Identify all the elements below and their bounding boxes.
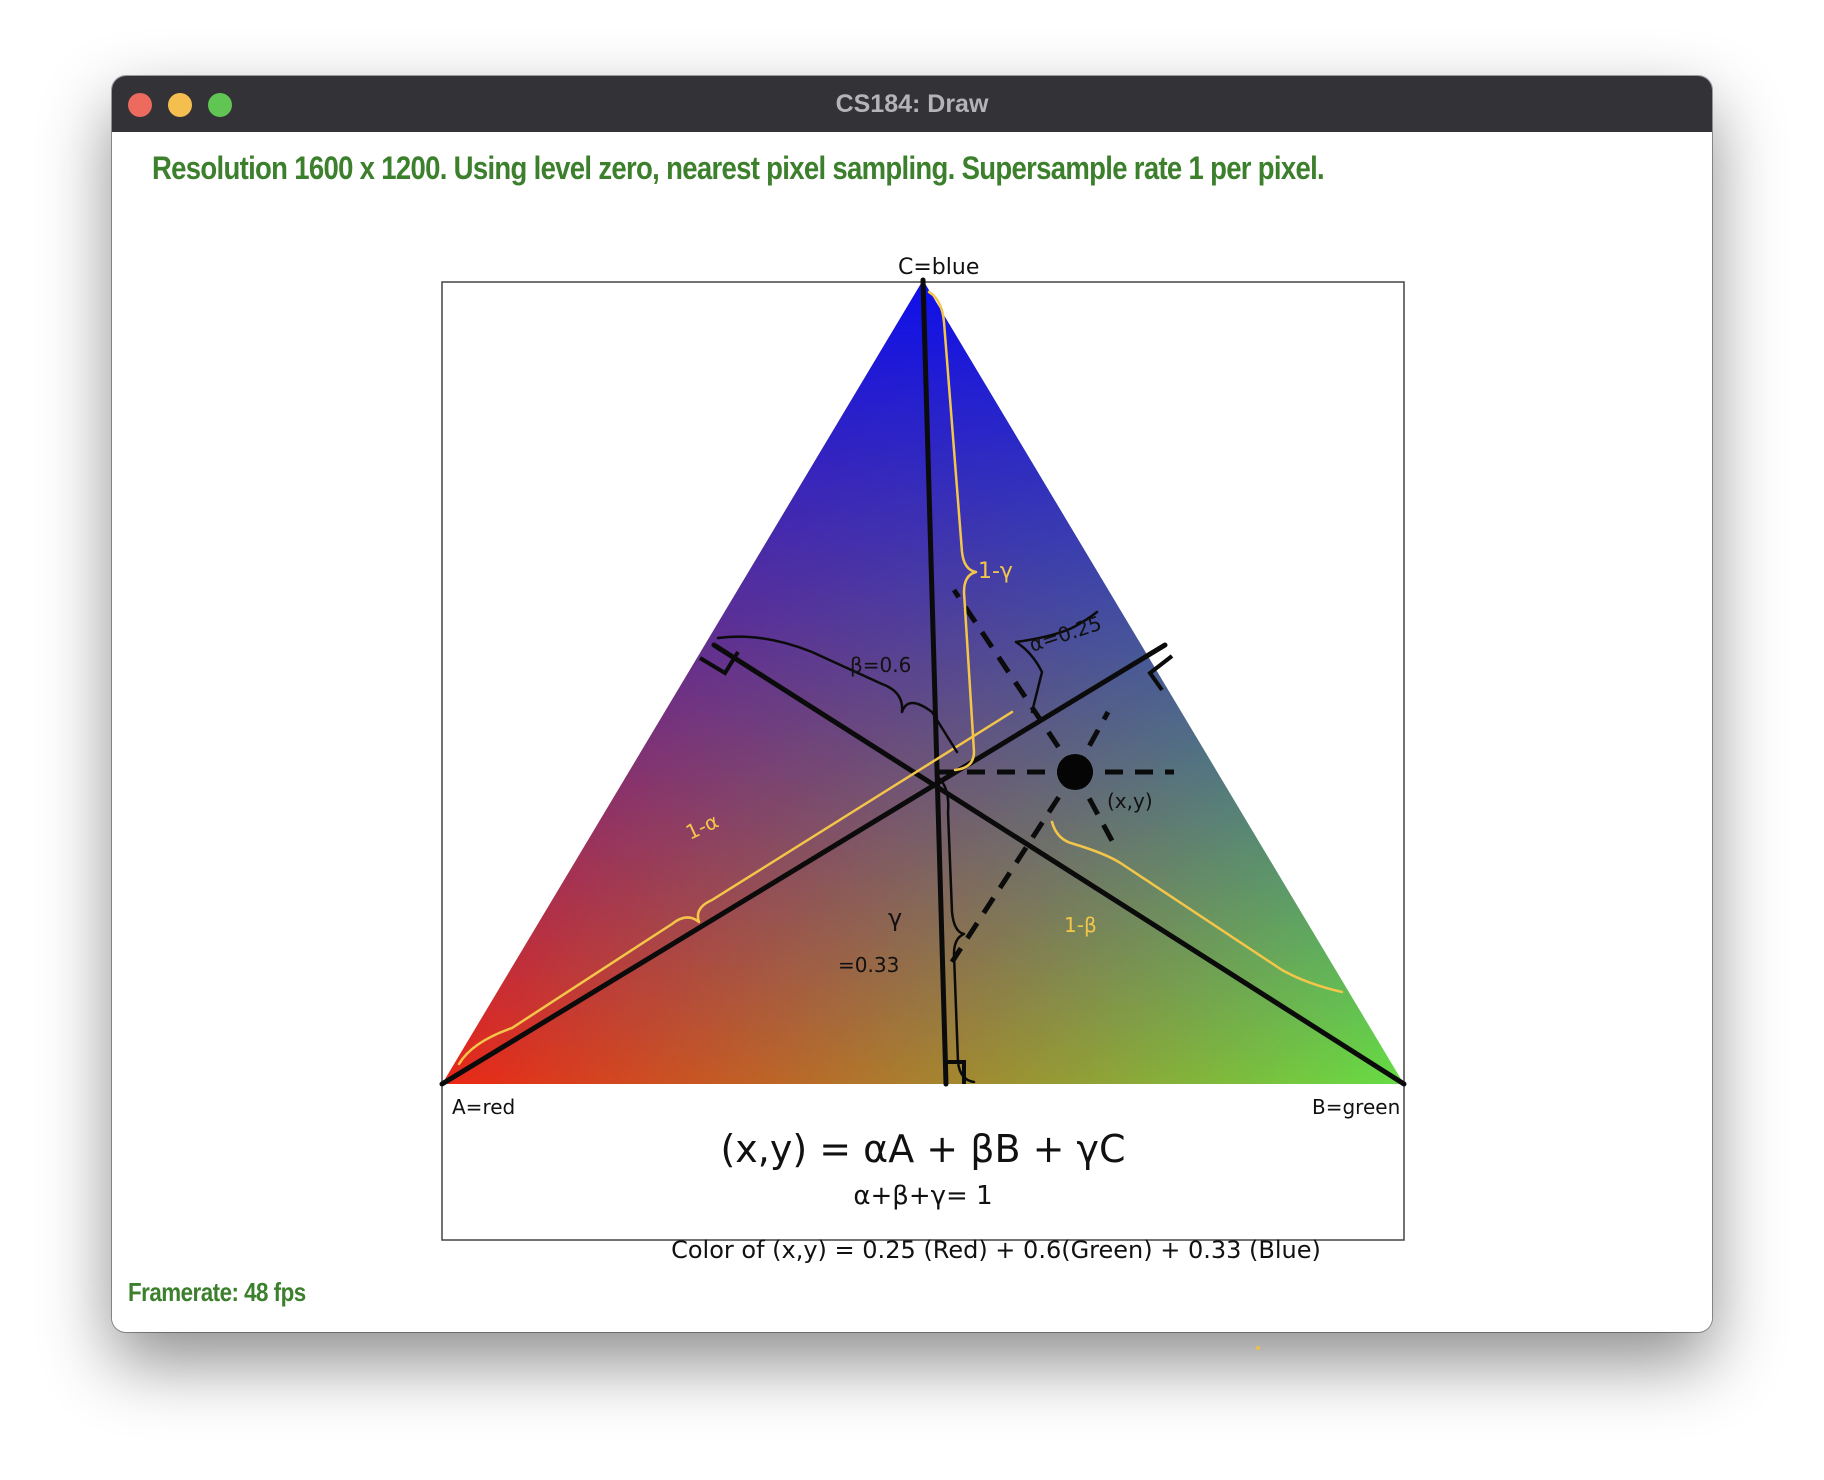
label-point: (x,y) bbox=[1107, 789, 1153, 813]
equation-color: Color of (x,y) = 0.25 (Red) + 0.6(Green)… bbox=[671, 1236, 1321, 1264]
stray-dot bbox=[1256, 1346, 1260, 1350]
title-bar[interactable]: CS184: Draw bbox=[112, 76, 1712, 133]
label-one-minus-beta: 1-β bbox=[1064, 913, 1097, 937]
label-gamma: γ bbox=[888, 904, 902, 932]
canvas-area: C=blue A=red B=green 1-γ 1-α 1-β β=0.6 α… bbox=[112, 132, 1712, 1332]
label-one-minus-gamma: 1-γ bbox=[978, 559, 1013, 584]
vertex-a-label: A=red bbox=[452, 1095, 515, 1119]
maximize-button[interactable] bbox=[208, 93, 232, 117]
close-button[interactable] bbox=[128, 93, 152, 117]
barycentric-figure: C=blue A=red B=green 1-γ 1-α 1-β β=0.6 α… bbox=[439, 255, 1407, 1264]
point-xy bbox=[1057, 754, 1093, 790]
window-title: CS184: Draw bbox=[835, 90, 989, 118]
triangle-blue-overlay bbox=[442, 280, 1404, 1084]
label-beta: β=0.6 bbox=[850, 653, 911, 677]
framerate-readout: Framerate: 48 fps bbox=[128, 1277, 306, 1307]
vertex-c-label: C=blue bbox=[898, 255, 979, 280]
render-status: Resolution 1600 x 1200. Using level zero… bbox=[152, 150, 1325, 186]
equation-sum: α+β+γ= 1 bbox=[853, 1181, 992, 1211]
minimize-button[interactable] bbox=[168, 93, 192, 117]
equation-main: (x,y) = αA + βB + γC bbox=[720, 1127, 1125, 1171]
label-gamma-value: =0.33 bbox=[838, 953, 899, 977]
median-from-a bbox=[439, 642, 1168, 1087]
dash-to-c bbox=[951, 588, 1078, 774]
dash-to-a bbox=[949, 770, 1078, 964]
median-from-b bbox=[711, 642, 1407, 1087]
altitude-from-c bbox=[920, 277, 949, 1087]
vertex-b-label: B=green bbox=[1312, 1095, 1400, 1119]
app-window: CS184: Draw bbox=[112, 76, 1712, 1332]
